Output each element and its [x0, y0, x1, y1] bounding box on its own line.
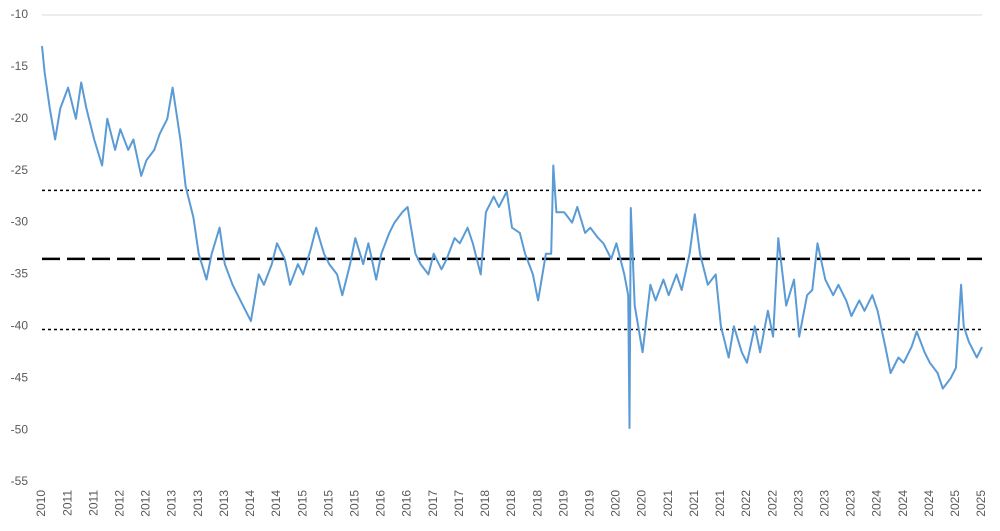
y-tick-label: -20	[11, 111, 29, 125]
y-tick-label: -50	[11, 422, 29, 436]
x-tick-label: 2015	[295, 490, 309, 517]
x-tick-label: 2022	[739, 490, 753, 517]
y-tick-label: -15	[11, 59, 29, 73]
y-tick-label: -25	[11, 163, 29, 177]
x-tick-label: 2016	[400, 490, 414, 517]
x-tick-label: 2015	[321, 490, 335, 517]
x-tick-label: 2024	[896, 490, 910, 517]
x-tick-label: 2012	[113, 490, 127, 517]
x-tick-label: 2019	[583, 490, 597, 517]
y-tick-label: -40	[11, 319, 29, 333]
x-tick-label: 2018	[478, 490, 492, 517]
x-tick-label: 2011	[60, 490, 74, 516]
x-tick-label: 2024	[870, 490, 884, 517]
x-tick-label: 2020	[635, 490, 649, 517]
x-tick-label: 2013	[191, 490, 205, 517]
x-tick-label: 2018	[530, 490, 544, 517]
x-tick-label: 2013	[217, 490, 231, 517]
x-tick-label: 2025	[948, 490, 962, 517]
x-tick-label: 2014	[243, 490, 257, 517]
x-tick-label: 2021	[687, 490, 701, 517]
x-tick-label: 2012	[139, 490, 153, 517]
x-tick-label: 2023	[818, 490, 832, 517]
x-tick-label: 2016	[374, 490, 388, 517]
x-tick-label: 2023	[791, 490, 805, 517]
x-tick-label: 2013	[165, 490, 179, 517]
y-tick-label: -45	[11, 370, 29, 384]
x-tick-label: 2023	[844, 490, 858, 517]
y-tick-label: -35	[11, 267, 29, 281]
x-tick-label: 2018	[504, 490, 518, 517]
x-tick-label: 2019	[556, 490, 570, 517]
x-tick-label: 2024	[922, 490, 936, 517]
x-tick-label: 2010	[34, 490, 48, 517]
x-tick-label: 2021	[713, 490, 727, 517]
x-tick-label: 2025	[974, 490, 988, 517]
x-tick-label: 2017	[426, 490, 440, 517]
x-tick-label: 2014	[269, 490, 283, 517]
y-tick-label: -55	[11, 474, 29, 488]
x-tick-label: 2021	[661, 490, 675, 517]
y-tick-label: -10	[11, 7, 29, 21]
x-tick-label: 2011	[86, 490, 100, 516]
line	[41, 46, 983, 429]
x-tick-label: 2022	[765, 490, 779, 517]
x-tick-label: 2017	[452, 490, 466, 517]
x-tick-label: 2020	[609, 490, 623, 517]
x-tick-label: 2015	[348, 490, 362, 517]
y-tick-label: -30	[11, 215, 29, 229]
